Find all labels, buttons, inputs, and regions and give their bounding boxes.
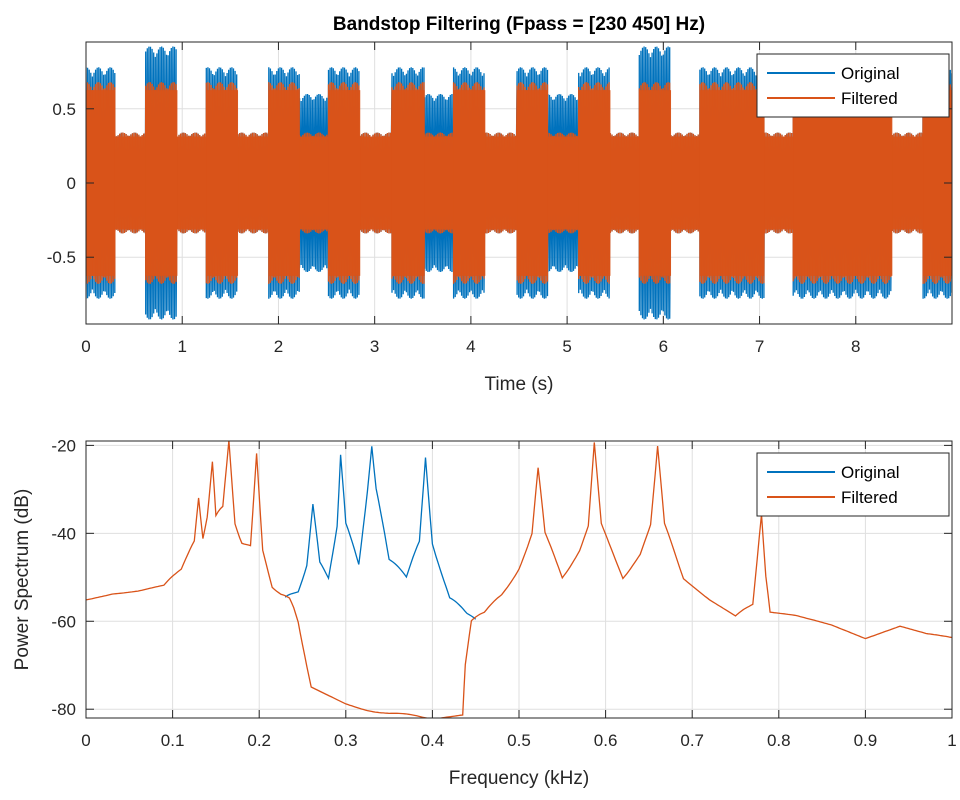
legend-label-original: Original: [841, 64, 900, 83]
y-tick-label: -80: [51, 700, 76, 719]
filtered-band: [793, 90, 893, 276]
time-plot: Bandstop Filtering (Fpass = [230 450] Hz…: [47, 14, 953, 395]
filtered-band: [517, 90, 548, 276]
filtered-band: [299, 136, 329, 230]
time-plot-legend[interactable]: Original Filtered: [756, 53, 950, 118]
filtered-band: [892, 136, 924, 230]
filtered-band: [547, 136, 579, 230]
spectrum-plot-legend-box: [756, 452, 950, 517]
spectrum-plot-data: [86, 441, 952, 718]
filtered-band: [610, 136, 640, 230]
filtered-band: [699, 90, 765, 276]
x-tick-label: 1: [177, 337, 186, 356]
x-tick-label: 0.8: [767, 731, 791, 750]
series-filtered: [86, 441, 952, 718]
filtered-band: [424, 136, 454, 230]
x-tick-label: 7: [755, 337, 764, 356]
spectrum-plot-xlabel: Frequency (kHz): [449, 768, 589, 789]
x-tick-label: 0: [81, 337, 90, 356]
x-tick-label: 1: [947, 731, 956, 750]
filtered-band: [145, 90, 178, 276]
x-tick-label: 0.1: [161, 731, 185, 750]
x-tick-label: 3: [370, 337, 379, 356]
x-tick-label: 0.6: [594, 731, 618, 750]
filtered-band: [485, 136, 518, 230]
spectrum-plot-legend[interactable]: Original Filtered: [756, 452, 950, 517]
filtered-band: [578, 90, 611, 276]
legend-label-filtered: Filtered: [841, 89, 898, 108]
x-tick-label: 0.4: [421, 731, 445, 750]
spectrum-plot: 0 0.1 0.2 0.3 0.4 0.5 0.6 0.7 0.8 0.9 1 -80 -60 -40 -2…: [12, 436, 957, 789]
series-original: [284, 446, 477, 620]
filtered-band: [360, 136, 392, 230]
legend-label-filtered: Filtered: [841, 488, 898, 507]
time-plot-legend-box: [756, 53, 950, 118]
time-plot-xlabel: Time (s): [485, 374, 554, 395]
time-plot-title: Bandstop Filtering (Fpass = [230 450] Hz…: [333, 14, 705, 35]
x-tick-label: 0: [81, 731, 90, 750]
y-tick-label: 0.5: [52, 100, 76, 119]
filtered-band: [114, 136, 146, 230]
x-tick-label: 0.3: [334, 731, 358, 750]
x-tick-label: 0.5: [507, 731, 531, 750]
x-tick-label: 5: [562, 337, 571, 356]
filtered-band: [177, 136, 207, 230]
filtered-band: [328, 90, 361, 276]
x-tick-label: 0.9: [854, 731, 878, 750]
y-tick-label: 0: [67, 174, 76, 193]
y-tick-label: -40: [51, 524, 76, 543]
filtered-band: [206, 90, 239, 276]
spectrum-plot-ticks: 0 0.1 0.2 0.3 0.4 0.5 0.6 0.7 0.8 0.9 1 -80 -60 -40 -2…: [51, 436, 956, 750]
filtered-band: [764, 136, 794, 230]
y-tick-label: -0.5: [47, 248, 76, 267]
x-tick-label: 2: [274, 337, 283, 356]
y-tick-label: -60: [51, 612, 76, 631]
y-tick-label: -20: [51, 436, 76, 455]
time-plot-ticks: 0 1 2 3 4 5 6 7 8 -0.5 0 0.5: [47, 42, 952, 356]
x-tick-label: 0.7: [680, 731, 704, 750]
x-tick-label: 8: [851, 337, 860, 356]
filtered-band: [238, 136, 269, 230]
spectrum-plot-ylabel: Power Spectrum (dB): [12, 489, 33, 671]
x-tick-label: 0.2: [247, 731, 271, 750]
filtered-band: [453, 90, 486, 276]
filtered-band: [639, 90, 672, 276]
filtered-band: [391, 90, 425, 276]
filtered-band: [268, 90, 300, 276]
legend-label-original: Original: [841, 463, 900, 482]
x-tick-label: 4: [466, 337, 475, 356]
x-tick-label: 6: [659, 337, 668, 356]
filtered-band: [671, 136, 700, 230]
